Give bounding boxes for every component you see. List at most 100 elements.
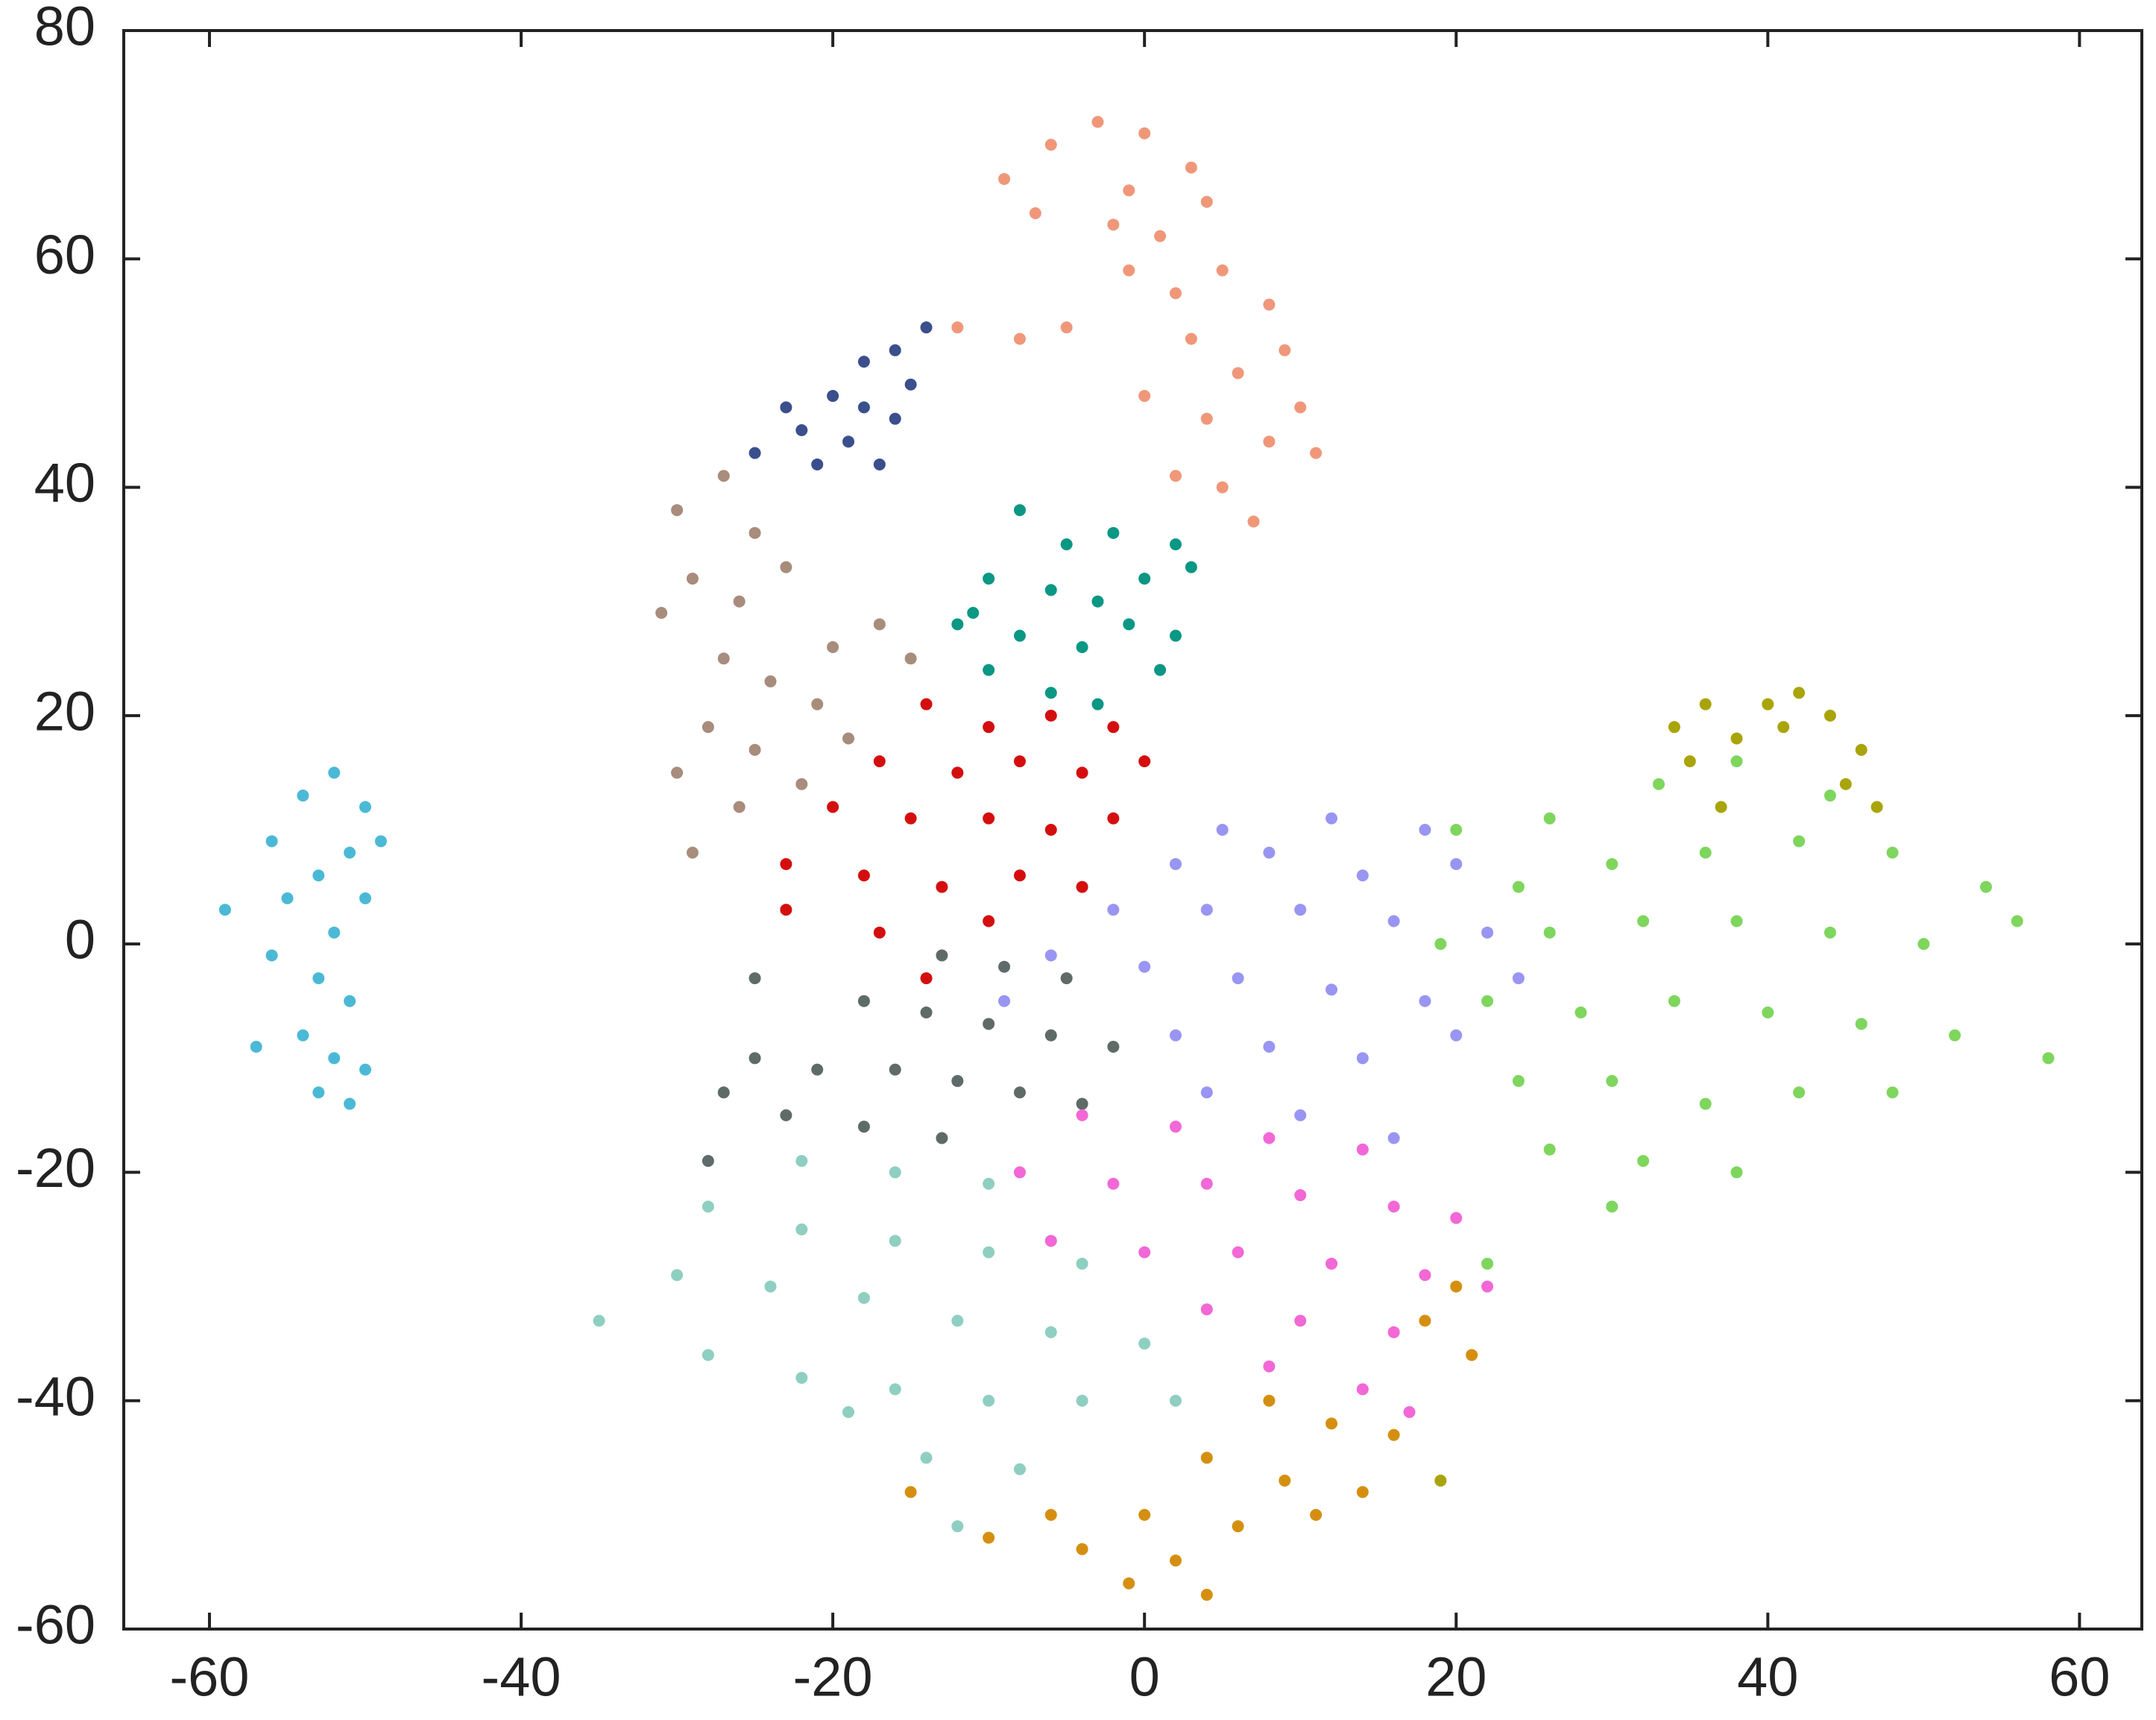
- point: [1481, 1280, 1494, 1293]
- point: [1185, 161, 1197, 174]
- point: [1013, 333, 1026, 345]
- point: [359, 1063, 372, 1076]
- point: [857, 869, 870, 882]
- point: [1279, 1474, 1291, 1487]
- point: [1107, 904, 1120, 916]
- point: [889, 344, 901, 356]
- x-tick-label: -40: [482, 1646, 561, 1708]
- point: [920, 972, 933, 985]
- point: [936, 881, 948, 893]
- point: [1200, 1086, 1213, 1099]
- point: [717, 470, 730, 482]
- point: [593, 1314, 605, 1327]
- point: [1044, 1326, 1057, 1338]
- point: [1419, 824, 1431, 836]
- point: [1263, 1040, 1276, 1053]
- point: [889, 1166, 901, 1179]
- point: [1185, 561, 1197, 573]
- point: [889, 1235, 901, 1247]
- point: [1606, 857, 1618, 870]
- point: [951, 766, 964, 779]
- point: [1169, 538, 1182, 551]
- point: [748, 743, 761, 756]
- point: [1076, 766, 1088, 779]
- point: [827, 640, 839, 653]
- point: [873, 755, 886, 768]
- point: [328, 1052, 341, 1065]
- point: [889, 1063, 901, 1076]
- point: [1543, 926, 1556, 939]
- point: [1154, 664, 1167, 676]
- point: [983, 915, 995, 927]
- point: [811, 458, 824, 470]
- point: [1169, 1554, 1182, 1567]
- point: [250, 1040, 262, 1053]
- point: [671, 1269, 684, 1282]
- point: [873, 926, 886, 939]
- point: [1419, 1314, 1431, 1327]
- point: [1013, 1463, 1026, 1475]
- plot-frame: [122, 29, 2143, 1631]
- point: [795, 1372, 808, 1384]
- point: [842, 435, 855, 448]
- point: [795, 424, 808, 436]
- point: [1091, 595, 1104, 608]
- point: [1107, 812, 1120, 825]
- y-tick-label: 0: [65, 909, 95, 971]
- point: [1387, 915, 1400, 927]
- point: [1200, 195, 1213, 208]
- point: [1044, 709, 1057, 722]
- point: [1637, 915, 1650, 927]
- point: [780, 561, 792, 573]
- point: [1870, 801, 1883, 813]
- point: [702, 1200, 714, 1213]
- point: [811, 1063, 824, 1076]
- point: [920, 321, 933, 334]
- point: [1138, 1246, 1151, 1259]
- point: [1730, 915, 1743, 927]
- point: [1310, 1508, 1323, 1521]
- point: [857, 1121, 870, 1133]
- point: [671, 504, 684, 517]
- point: [265, 949, 278, 962]
- point: [1232, 972, 1244, 985]
- point: [1076, 1097, 1088, 1110]
- point: [998, 173, 1011, 186]
- point: [1824, 790, 1836, 802]
- point: [1606, 1074, 1618, 1087]
- point: [733, 801, 746, 813]
- point: [1730, 732, 1743, 745]
- point: [983, 664, 995, 676]
- point: [312, 869, 325, 882]
- point: [1200, 1303, 1213, 1316]
- point: [1356, 869, 1369, 882]
- point: [1512, 972, 1525, 985]
- point: [764, 675, 777, 687]
- point: [1123, 184, 1135, 197]
- point: [1107, 218, 1120, 231]
- point: [1216, 824, 1229, 836]
- point: [1387, 1428, 1400, 1441]
- point: [795, 1223, 808, 1235]
- point: [1076, 1543, 1088, 1555]
- point: [1013, 504, 1026, 517]
- point: [328, 926, 341, 939]
- point: [1326, 983, 1338, 996]
- point: [1044, 139, 1057, 151]
- point: [1917, 938, 1930, 951]
- point: [920, 698, 933, 711]
- point: [936, 1132, 948, 1144]
- point: [1387, 1200, 1400, 1213]
- point: [748, 972, 761, 985]
- point: [1434, 1474, 1447, 1487]
- point: [780, 401, 792, 414]
- point: [1169, 287, 1182, 300]
- point: [1076, 1394, 1088, 1407]
- point: [1232, 1520, 1244, 1533]
- point: [1279, 344, 1291, 356]
- point: [1232, 367, 1244, 379]
- point: [1123, 1577, 1135, 1590]
- y-tick-label: 20: [34, 680, 95, 742]
- point: [983, 1531, 995, 1544]
